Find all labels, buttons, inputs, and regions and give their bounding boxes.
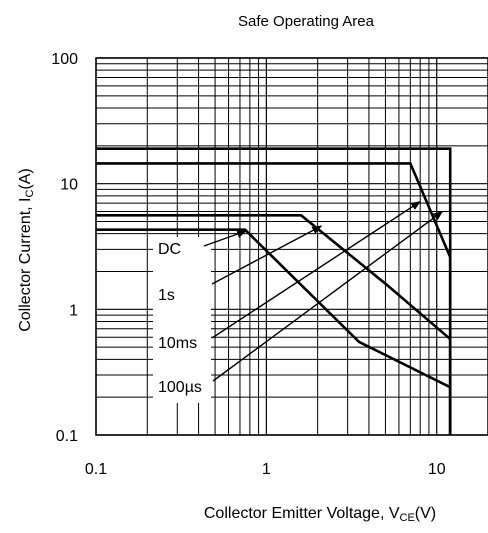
x-tick-label: 0.1 — [85, 461, 107, 478]
annotation-label-1s: 1s — [158, 287, 175, 304]
y-axis-label: Collector Current, IC(A) — [17, 168, 36, 332]
annotations: DC 1s 10ms 100µs — [153, 201, 444, 403]
annotation-panel — [153, 237, 211, 403]
y-tick-label: 0.1 — [56, 428, 78, 445]
annotation-arrow-100s — [212, 210, 444, 382]
plot-border — [95, 57, 488, 436]
series-group — [96, 147, 452, 435]
tick-labels: 0.1 1 10 0.1 1 10 100 — [51, 51, 445, 478]
y-tick-label: 1 — [69, 302, 78, 319]
annotation-label-100s: 100µs — [158, 379, 202, 396]
series-line-10ms — [96, 162, 452, 435]
x-tick-label: 10 — [428, 461, 446, 478]
series-line-1s — [96, 214, 452, 435]
annotation-label-dc: DC — [158, 241, 181, 258]
y-tick-label: 100 — [51, 51, 78, 68]
chart-title: Safe Operating Area — [238, 13, 375, 30]
annotation-label-10ms: 10ms — [158, 335, 197, 352]
y-tick-label: 10 — [60, 177, 78, 194]
annotation-arrow-10ms — [211, 201, 422, 339]
series-line-dc — [96, 228, 452, 435]
x-axis-label: Collector Emitter Voltage, VCE(V) — [204, 505, 436, 524]
x-tick-label: 1 — [262, 461, 271, 478]
annotation-arrow-1s — [211, 225, 323, 285]
annotation-arrow-dc — [203, 230, 247, 247]
grid — [95, 57, 488, 436]
series-line-100s — [96, 147, 452, 435]
